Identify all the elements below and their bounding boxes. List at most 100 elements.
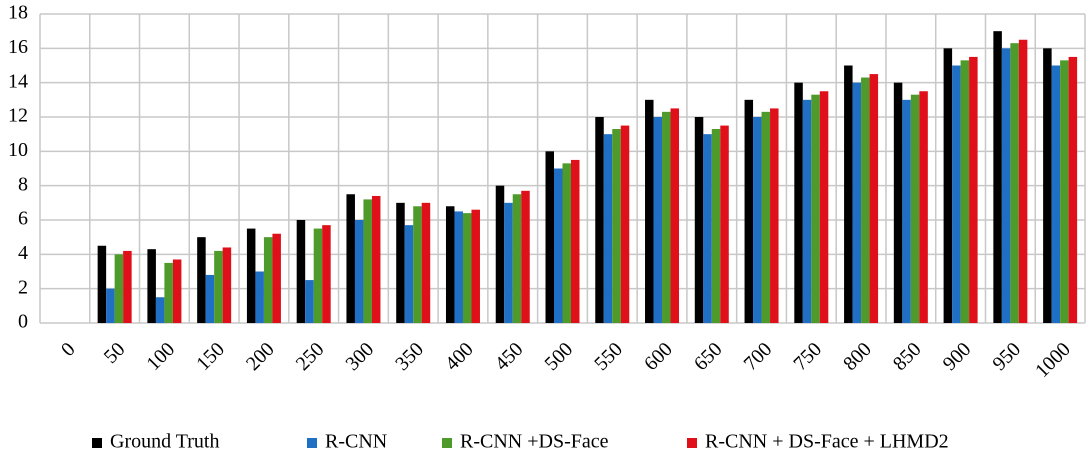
x-tick-label: 950: [988, 338, 1025, 375]
x-tick-label: 300: [341, 338, 378, 375]
y-tick-label: 4: [18, 242, 28, 264]
bar: [620, 125, 630, 323]
bar: [852, 82, 862, 324]
bar: [114, 254, 124, 323]
x-tick-label: 600: [640, 338, 677, 375]
bar: [1051, 65, 1061, 323]
bar: [770, 108, 779, 324]
bar: [97, 245, 107, 323]
bar: [123, 250, 132, 323]
x-tick-label: 250: [292, 338, 329, 375]
bar: [263, 237, 273, 323]
legend-marker: [307, 438, 317, 448]
bar: [354, 220, 364, 323]
bar: [919, 91, 928, 323]
bar: [595, 117, 604, 323]
bar: [1043, 48, 1052, 323]
legend-label: R-CNN: [325, 431, 387, 453]
bar: [147, 249, 156, 323]
bar: [554, 168, 563, 323]
bar: [603, 134, 613, 323]
y-tick-label: 12: [8, 105, 28, 127]
bar: [363, 199, 372, 323]
y-tick-label: 0: [18, 311, 28, 333]
bar: [172, 259, 182, 323]
bar: [504, 202, 513, 323]
bar: [272, 233, 281, 323]
y-tick-label: 10: [8, 139, 28, 161]
bar: [910, 94, 920, 323]
bar: [346, 194, 355, 323]
bar: [1001, 48, 1011, 323]
bar: [1068, 56, 1078, 324]
bar: [952, 65, 961, 323]
bar: [571, 159, 580, 323]
legend-marker: [687, 438, 697, 448]
bar: [521, 190, 530, 323]
bar: [106, 288, 115, 323]
bar: [902, 99, 911, 323]
bar: [645, 99, 654, 323]
bar: [322, 225, 331, 323]
bar: [305, 280, 314, 323]
legend-label: R-CNN +DS-Face: [460, 431, 609, 453]
x-tick-label: 1000: [1031, 338, 1075, 382]
bar: [960, 60, 970, 323]
bar: [313, 228, 323, 323]
bar: [296, 220, 306, 323]
bar: [155, 297, 165, 323]
bar: [371, 195, 381, 323]
bar: [495, 185, 505, 323]
bar: [744, 99, 754, 323]
bar: [512, 194, 522, 323]
x-tick-label: 350: [391, 338, 428, 375]
y-tick-label: 14: [8, 70, 28, 92]
bar: [612, 129, 621, 323]
bar: [694, 117, 704, 323]
legend-label: R-CNN + DS-Face + LHMD2: [705, 431, 949, 453]
x-tick-label: 400: [441, 338, 478, 375]
bar: [711, 129, 721, 323]
bar: [1010, 43, 1019, 323]
bar: [454, 211, 463, 323]
bar: [164, 262, 173, 323]
bar: [703, 134, 712, 323]
bar: [844, 65, 853, 323]
x-tick-label: 550: [590, 338, 627, 375]
bar: [969, 56, 978, 324]
bar: [819, 91, 829, 323]
x-tick-label: 150: [192, 338, 229, 375]
bar: [205, 274, 215, 323]
y-tick-label: 18: [8, 2, 28, 24]
bar: [413, 206, 422, 323]
bar: [993, 31, 1002, 324]
bar: [404, 225, 414, 323]
bar: [1060, 60, 1069, 323]
bar: [197, 237, 206, 323]
legend-label: Ground Truth: [110, 431, 219, 453]
x-tick-label: 650: [690, 338, 727, 375]
x-tick-label: 850: [889, 338, 926, 375]
y-tick-label: 6: [18, 208, 28, 230]
legend-marker: [92, 438, 102, 448]
legend-marker: [442, 438, 452, 448]
x-tick-label: 800: [839, 338, 876, 375]
x-tick-label: 700: [740, 338, 777, 375]
bar: [811, 94, 820, 323]
x-tick-label: 750: [789, 338, 826, 375]
bar: [214, 250, 223, 323]
bar: [761, 111, 771, 323]
bar: [653, 117, 663, 323]
bar: [421, 202, 431, 323]
x-tick-label: 450: [491, 338, 528, 375]
bar: [670, 108, 680, 324]
bar: [445, 206, 455, 323]
bar: [1018, 39, 1028, 323]
bar: [861, 77, 870, 324]
y-tick-label: 8: [18, 173, 28, 195]
bar: [396, 202, 405, 323]
x-tick-label: 0: [57, 338, 80, 361]
bar: [462, 213, 472, 323]
bar: [893, 82, 903, 324]
